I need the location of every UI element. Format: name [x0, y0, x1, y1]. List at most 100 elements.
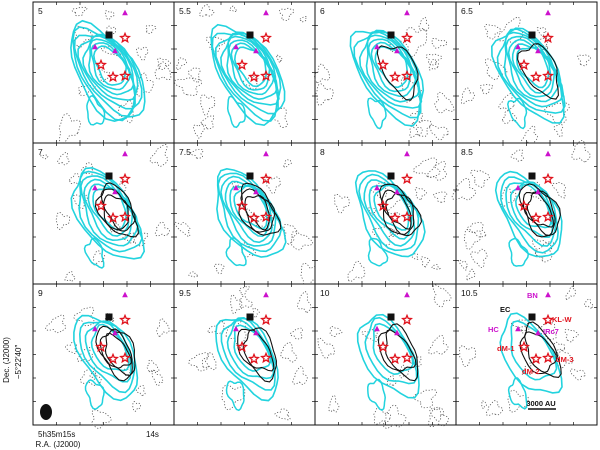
panel-frame [455, 1, 598, 144]
star-marker [119, 172, 131, 185]
label-hc: HC [488, 325, 499, 334]
panel-frame [173, 283, 316, 426]
triangle-marker [535, 329, 541, 336]
triangle-marker [404, 150, 410, 157]
ec-square-marker [105, 313, 113, 321]
triangle-marker [92, 184, 98, 191]
triangle-marker [263, 150, 269, 157]
star-marker [119, 69, 131, 82]
source-labels: BN EC KL-W HC IRc7 dM-1 dM-2 dM-3 [488, 291, 574, 376]
star-marker [542, 69, 554, 82]
ec-square-marker [528, 31, 536, 39]
star-marker [542, 210, 554, 223]
star-marker [107, 352, 119, 365]
channel-panel: 8 [314, 142, 457, 285]
triangle-marker [112, 188, 118, 195]
panel-frame [314, 1, 457, 144]
triangle-marker [112, 329, 118, 336]
ec-square-marker [246, 172, 254, 180]
velocity-label: 10 [320, 288, 330, 298]
star-marker [248, 211, 260, 224]
label-bn: BN [527, 291, 538, 300]
triangle-marker [515, 184, 521, 191]
channel-panel: 7 [32, 142, 175, 285]
triangle-marker [535, 47, 541, 54]
triangle-marker [92, 43, 98, 50]
star-marker [107, 70, 119, 83]
panel-frame [314, 283, 457, 426]
star-marker [248, 352, 260, 365]
star-marker [401, 351, 413, 364]
y-tick-label: −5°22′40″ [14, 345, 23, 380]
beam-ellipse [40, 404, 52, 420]
velocity-label: 5 [38, 6, 43, 16]
star-marker [260, 210, 272, 223]
star-marker [542, 31, 554, 44]
star-marker [401, 69, 413, 82]
velocity-label: 6 [320, 6, 325, 16]
star-marker [260, 31, 272, 44]
scale-bar-label: 3000 AU [526, 399, 555, 408]
star-marker [95, 340, 107, 353]
star-marker [260, 69, 272, 82]
star-marker [107, 211, 119, 224]
panel-frame [173, 142, 316, 285]
triangle-marker [374, 184, 380, 191]
velocity-label: 10.5 [461, 288, 478, 298]
triangle-marker [374, 325, 380, 332]
x-tick-left: 5h35m15s [38, 430, 75, 439]
star-marker [119, 351, 131, 364]
star-marker [518, 58, 530, 71]
channel-panel: 8.5 [451, 140, 598, 285]
triangle-marker [545, 150, 551, 157]
star-marker [401, 31, 413, 44]
y-axis-label: Dec. (J2000) [2, 337, 11, 383]
ec-square-marker [246, 313, 254, 321]
star-marker [236, 199, 248, 212]
star-marker [260, 313, 272, 326]
star-marker [389, 352, 401, 365]
label-dm2: dM-2 [522, 367, 540, 376]
star-marker [389, 70, 401, 83]
ec-square-marker [528, 172, 536, 180]
triangle-marker [233, 43, 239, 50]
label-dm3: dM-3 [556, 355, 574, 364]
star-marker [377, 340, 389, 353]
triangle-marker [545, 9, 551, 16]
velocity-label: 7 [38, 147, 43, 157]
triangle-marker [535, 188, 541, 195]
triangle-marker [394, 47, 400, 54]
star-marker [95, 58, 107, 71]
velocity-label: 6.5 [461, 6, 473, 16]
star-marker [401, 313, 413, 326]
velocity-label: 5.5 [179, 6, 191, 16]
triangle-marker [404, 9, 410, 16]
panel-frame [32, 283, 175, 426]
panel-frame [314, 142, 457, 285]
triangle-marker [122, 150, 128, 157]
channel-panel: 7.5 [173, 142, 319, 290]
triangle-marker [253, 188, 259, 195]
star-marker [389, 211, 401, 224]
label-ec: EC [500, 305, 511, 314]
ec-square-marker [105, 172, 113, 180]
ec-square-marker [387, 31, 395, 39]
star-marker [530, 70, 542, 83]
velocity-label: 8.5 [461, 147, 473, 157]
channel-panel: 5 [32, 1, 175, 144]
label-dm1: dM-1 [497, 344, 515, 353]
triangle-marker [233, 325, 239, 332]
channel-panel: 10 [314, 283, 457, 429]
velocity-label: 8 [320, 147, 325, 157]
ec-square-marker [387, 172, 395, 180]
star-marker [377, 58, 389, 71]
triangle-marker [233, 184, 239, 191]
star-marker [260, 172, 272, 185]
star-marker [401, 210, 413, 223]
label-kl-w: KL-W [552, 315, 572, 324]
star-marker [119, 313, 131, 326]
ec-square-marker [387, 313, 395, 321]
triangle-marker [253, 329, 259, 336]
star-marker [377, 199, 389, 212]
star-marker [401, 172, 413, 185]
